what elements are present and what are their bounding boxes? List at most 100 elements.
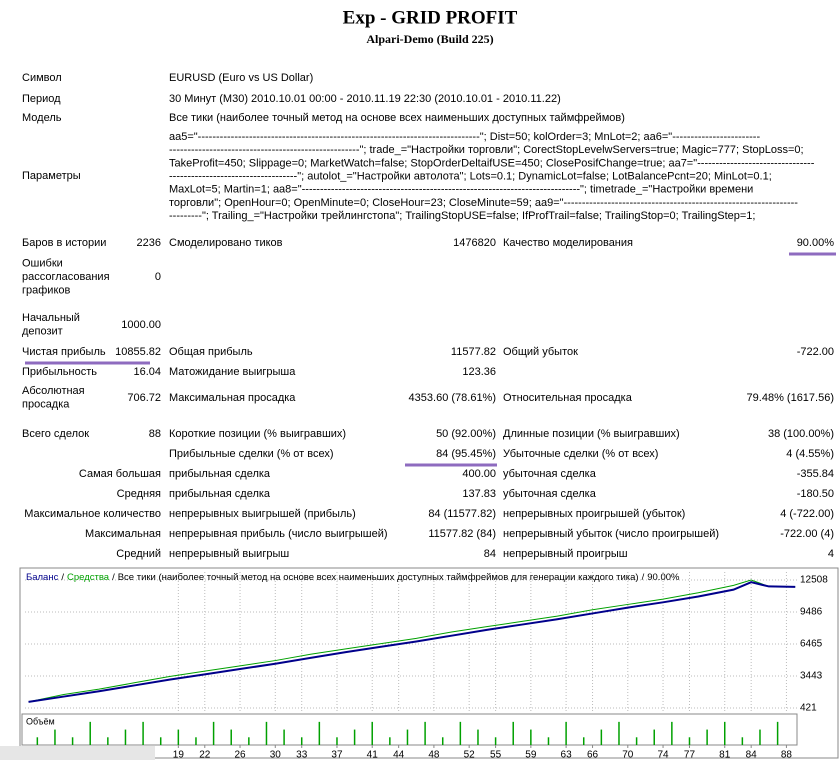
row-value: -722.00 (4) [780, 528, 834, 540]
row-label: рассогласования [22, 271, 110, 283]
legend-item: / [61, 572, 64, 583]
row-value: 4 [828, 548, 834, 560]
row-label: Самая большая [79, 468, 161, 480]
row-label: убыточная сделка [503, 468, 597, 480]
legend-item: / [112, 572, 115, 583]
x-tick-label: 66 [587, 750, 599, 760]
stats-table: Символ EURUSD (Euro vs US Dollar) Период 30… [22, 72, 834, 560]
overlay-box [0, 746, 155, 760]
row-label: Параметры [22, 170, 81, 182]
row-label: Период [22, 93, 61, 105]
row-label: Всего сделок [22, 428, 89, 440]
series-line [28, 579, 796, 703]
row-label: непрерывный выигрыш [169, 548, 289, 560]
row-value: 79.48% (1617.56) [747, 392, 834, 404]
row-label: непрерывных проигрышей (убыток) [503, 508, 685, 520]
chart-frame [19, 567, 839, 759]
report-subtitle: Alpari-Demo (Build 225) [366, 32, 493, 46]
x-tick-label: 70 [622, 750, 634, 760]
row-label: просадка [22, 399, 70, 411]
row-value: 1476820 [453, 237, 496, 249]
volume-label: Объём [26, 716, 55, 726]
y-tick-label: 6465 [800, 639, 823, 650]
row-label: депозит [22, 326, 63, 338]
row-label: непрерывная прибыль (число выигрышей) [169, 528, 388, 540]
row-label: Прибыльные сделки (% от всех) [169, 448, 334, 460]
row-label: Смоделировано тиков [169, 237, 283, 249]
row-value: 90.00% [797, 237, 835, 249]
x-tick-label: 37 [331, 750, 343, 760]
row-value: 4 (4.55%) [786, 448, 834, 460]
row-label: Чистая прибыль [22, 346, 106, 358]
parameter-line: ---------"; Trailing_="Настройки трейлин… [169, 210, 755, 222]
y-tick-label: 3443 [800, 671, 823, 682]
row-label: графиков [22, 284, 70, 296]
parameter-line: TakeProfit=450; Slippage=0; MarketWatch=… [169, 157, 815, 169]
row-label: Средняя [117, 488, 161, 500]
x-tick-label: 22 [199, 750, 211, 760]
row-value: EURUSD (Euro vs US Dollar) [169, 72, 313, 84]
parameter-line: ----------------------------------------… [169, 144, 804, 156]
row-value: 11577.82 [451, 346, 496, 358]
row-label: непрерывный убыток (число проигрышей) [503, 528, 719, 540]
volume-panel [21, 713, 798, 746]
y-tick-label: 12508 [800, 575, 828, 586]
row-label: Баров в истории [22, 237, 106, 249]
row-value: 84 [484, 548, 496, 560]
x-tick-label: 44 [393, 750, 405, 760]
row-value: 84 (11577.82) [428, 508, 496, 520]
row-value: -355.84 [797, 468, 834, 480]
row-label: Длинные позиции (% выигравших) [503, 428, 680, 440]
row-value: 706.72 [127, 392, 161, 404]
row-value: 38 (100.00%) [768, 428, 834, 440]
legend-item: Средства [67, 572, 110, 583]
legend-item: Все тики (наиболее точный метод на основ… [118, 572, 639, 583]
row-value: 30 Минут (M30) 2010.10.01 00:00 - 2010.1… [169, 93, 561, 105]
row-label: Средний [116, 548, 161, 560]
x-tick-label: 19 [173, 750, 185, 760]
row-label: Абсолютная [22, 385, 85, 397]
row-label: прибыльная сделка [169, 468, 271, 480]
legend-item: / [642, 572, 645, 583]
y-tick-label: 421 [800, 703, 817, 714]
y-tick-label: 9486 [800, 607, 823, 618]
legend-item: 90.00% [647, 572, 680, 583]
row-label: Максимальная [85, 528, 161, 540]
x-tick-label: 63 [561, 750, 573, 760]
row-label: Общий убыток [503, 346, 578, 358]
x-tick-label: 81 [719, 750, 731, 760]
row-value: 16.04 [133, 366, 161, 378]
x-tick-label: 84 [746, 750, 758, 760]
row-label: непрерывный проигрыш [503, 548, 628, 560]
x-tick-label: 30 [270, 750, 282, 760]
row-value: 4 (-722.00) [780, 508, 834, 520]
row-label: прибыльная сделка [169, 488, 271, 500]
row-label: Модель [22, 112, 62, 124]
row-label: Символ [22, 72, 62, 84]
row-label: Максимальное количество [24, 508, 161, 520]
row-label: Общая прибыль [169, 346, 253, 358]
row-value: 84 (95.45%) [436, 448, 496, 460]
row-value: 4353.60 (78.61%) [409, 392, 496, 404]
row-value: 11577.82 (84) [428, 528, 496, 540]
row-value: 2236 [137, 237, 161, 249]
chart-legend: Баланс / Средства / Все тики (наиболее точны… [26, 572, 680, 583]
x-tick-label: 88 [781, 750, 793, 760]
chart: 421 3443 6465 9486 12508 19 22 26 30 33 37 41 44 48 52… [25, 572, 828, 760]
x-tick-label: 59 [525, 750, 537, 760]
row-value: -722.00 [797, 346, 834, 358]
x-tick-label: 48 [428, 750, 440, 760]
row-value: 50 (92.00%) [436, 428, 496, 440]
row-value: 137.83 [462, 488, 496, 500]
row-label: Короткие позиции (% выигравших) [169, 428, 346, 440]
x-tick-label: 52 [464, 750, 476, 760]
x-tick-label: 26 [234, 750, 246, 760]
row-label: Прибыльность [22, 366, 97, 378]
row-value: 400.00 [462, 468, 496, 480]
row-label: Относительная просадка [503, 392, 633, 404]
row-label: Начальный [22, 312, 80, 324]
x-tick-label: 55 [490, 750, 502, 760]
parameter-line: aa5="-----------------------------------… [169, 131, 760, 143]
row-value: 123.36 [462, 366, 496, 378]
